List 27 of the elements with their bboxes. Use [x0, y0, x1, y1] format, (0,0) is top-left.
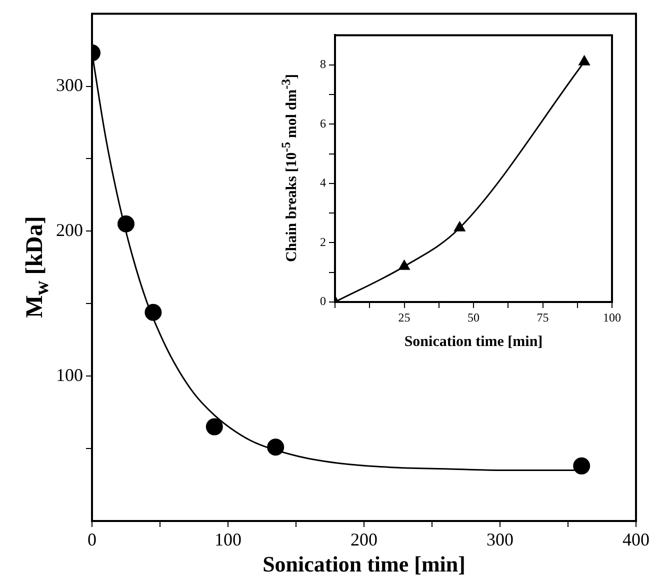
x-tick-label: 100 — [214, 530, 242, 550]
y-tick-label: 0 — [320, 294, 326, 308]
point — [118, 215, 134, 232]
point — [398, 260, 410, 270]
y-tick-label: 4 — [320, 176, 326, 190]
point — [206, 418, 223, 436]
y-tick-label: 200 — [56, 220, 83, 240]
x-axis-title: Sonication time [min] — [262, 551, 466, 576]
x-tick-label: 300 — [486, 530, 514, 550]
point — [578, 55, 590, 66]
y-tick-label: 2 — [320, 234, 326, 249]
x-axis-title: Sonication time [min] — [404, 334, 543, 350]
x-tick-label: 100 — [603, 310, 621, 324]
x-tick-label: 0 — [88, 530, 96, 550]
x-tick-label: 200 — [350, 530, 378, 550]
y-tick-label: 100 — [56, 364, 83, 385]
point — [144, 304, 162, 321]
point — [267, 438, 284, 456]
y-tick-label: 6 — [320, 116, 326, 130]
x-tick-label: 75 — [536, 310, 549, 324]
point — [454, 221, 466, 232]
x-tick-label: 400 — [622, 530, 650, 550]
y-tick-label: 8 — [320, 57, 326, 71]
point — [573, 457, 590, 474]
x-tick-label: 25 — [398, 310, 410, 324]
y-tick-label: 300 — [56, 74, 83, 95]
x-tick-label: 50 — [468, 310, 480, 324]
